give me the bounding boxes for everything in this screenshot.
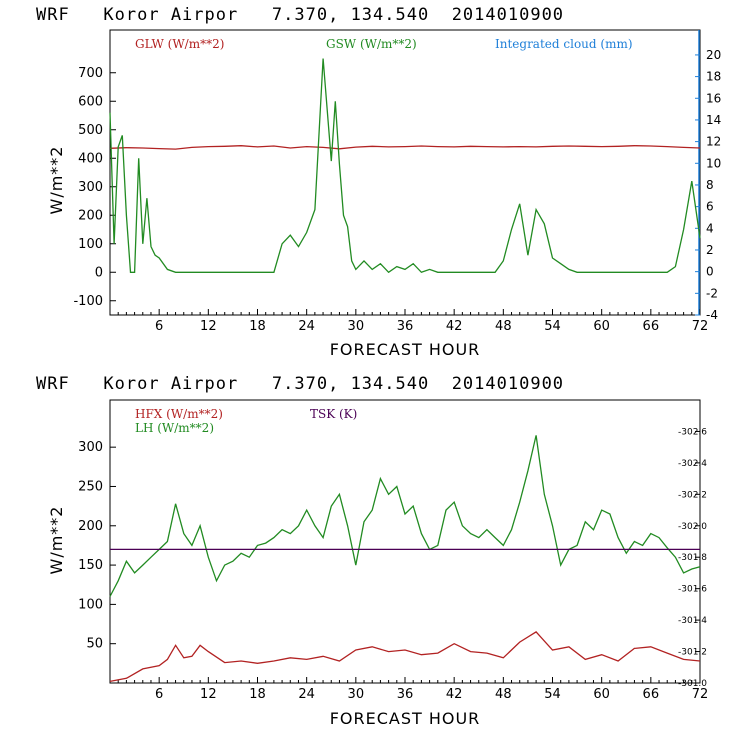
- bottom-y-tick-label: 200: [78, 519, 103, 534]
- top-series-line-0: [109, 145, 701, 150]
- bottom-x-ticks: 6 12 18 24 30 36 42 48 54 60 66 72: [117, 677, 709, 702]
- top-y-tick-label: 400: [78, 151, 103, 166]
- bottom-y-tick-label: 300: [78, 440, 103, 455]
- legend-integrated-cloud: Integrated cloud (mm): [495, 37, 633, 51]
- bottom-y2-tick-label: -301.8: [678, 553, 707, 563]
- bottom-series-line-0: [109, 631, 701, 683]
- bottom-series-lines: [109, 435, 701, 683]
- bottom-x-tick-label: 60: [593, 687, 610, 702]
- top-series-lines: [109, 58, 701, 274]
- bottom-y-tick-label: 50: [86, 637, 103, 652]
- top-y2-tick-label: 10: [706, 156, 721, 170]
- bottom-x-tick-label: 42: [446, 687, 463, 702]
- bottom-y2-tick-label: -302.2: [678, 490, 707, 500]
- bottom-y2-tick-label: -301.4: [678, 616, 707, 626]
- top-y2-tick-label: 8: [706, 178, 714, 192]
- top-x-tick-label: 66: [643, 319, 660, 334]
- top-x-tick-label: 72: [692, 319, 709, 334]
- bottom-y-tick-label: 250: [78, 479, 103, 494]
- top-y2-tick-label: 16: [706, 91, 721, 105]
- top-y-tick-label: 0: [95, 265, 103, 280]
- top-x-tick-label: 24: [298, 319, 315, 334]
- bottom-x-tick-label: 72: [692, 687, 709, 702]
- top-y2-tick-label: 6: [706, 200, 714, 214]
- top-x-tick-label: 48: [495, 319, 512, 334]
- bottom-chart-title: WRF Koror Airpor 7.370, 134.540 20140109…: [36, 374, 564, 394]
- top-y-tick-label: 200: [78, 208, 103, 223]
- bottom-x-tick-label: 54: [544, 687, 561, 702]
- bottom-series-line-1: [109, 435, 701, 597]
- top-y2-ticks: -4 -2 0 2 4 6 8 10 12 14 16 18 20: [695, 48, 721, 322]
- top-y2-tick-label: 4: [706, 221, 714, 235]
- top-x-ticks: 6 12 18 24 30 36 42 48 54 60 66 72: [117, 309, 709, 334]
- top-y-tick-label: 500: [78, 123, 103, 138]
- top-y2-tick-label: 12: [706, 135, 721, 149]
- bottom-y-tick-label: 150: [78, 558, 103, 573]
- top-y-tick-label: 600: [78, 94, 103, 109]
- bottom-x-tick-label: 66: [643, 687, 660, 702]
- top-y-tick-label: -100: [73, 294, 103, 309]
- bottom-x-tick-label: 6: [155, 687, 163, 702]
- bottom-y2-tick-label: -301.2: [678, 648, 707, 658]
- top-series-line-1: [109, 58, 701, 274]
- bottom-y2-tick-label: -301.6: [678, 585, 707, 595]
- legend-tsk: TSK (K): [310, 407, 357, 421]
- top-y2-tick-label: 2: [706, 243, 714, 257]
- top-y2-tick-label: 18: [706, 70, 721, 84]
- legend-glw: GLW (W/m**2): [135, 37, 224, 51]
- top-x-tick-label: 54: [544, 319, 561, 334]
- bottom-y2-tick-label: -302.4: [678, 459, 707, 469]
- legend-hfx: HFX (W/m**2): [135, 407, 223, 421]
- legend-lh: LH (W/m**2): [135, 421, 214, 435]
- top-chart-title: WRF Koror Airpor 7.370, 134.540 20140109…: [36, 5, 564, 25]
- bottom-y2-tick-label: -302.6: [678, 427, 707, 437]
- bottom-x-tick-label: 36: [397, 687, 414, 702]
- bottom-y-tick-label: 100: [78, 597, 103, 612]
- top-y-axis-label: W/m**2: [47, 146, 66, 215]
- top-y-tick-label: 700: [78, 66, 103, 81]
- top-y2-tick-label: 0: [706, 265, 714, 279]
- top-x-axis-label: FORECAST HOUR: [330, 340, 481, 359]
- top-y2-tick-label: 14: [706, 113, 721, 127]
- top-y2-tick-label: 20: [706, 48, 721, 62]
- top-panel: WRF Koror Airpor 7.370, 134.540 20140109…: [36, 5, 721, 359]
- top-y-tick-label: 100: [78, 237, 103, 252]
- bottom-plot-frame: [109, 399, 701, 684]
- top-x-tick-label: 42: [446, 319, 463, 334]
- top-x-tick-label: 18: [249, 319, 266, 334]
- top-y2-tick-label: -2: [706, 286, 718, 300]
- bottom-x-tick-label: 12: [200, 687, 217, 702]
- bottom-x-tick-label: 18: [249, 687, 266, 702]
- top-y-ticks: -100 0 100 200 300 400 500 600 700: [73, 66, 116, 309]
- top-x-tick-label: 60: [593, 319, 610, 334]
- bottom-x-tick-label: 48: [495, 687, 512, 702]
- top-x-tick-label: 6: [155, 319, 163, 334]
- top-x-tick-label: 12: [200, 319, 217, 334]
- top-x-tick-label: 30: [348, 319, 365, 334]
- bottom-panel: WRF Koror Airpor 7.370, 134.540 20140109…: [36, 374, 708, 728]
- top-x-tick-label: 36: [397, 319, 414, 334]
- bottom-x-tick-label: 24: [298, 687, 315, 702]
- bottom-x-tick-label: 30: [348, 687, 365, 702]
- legend-gsw: GSW (W/m**2): [326, 37, 417, 51]
- bottom-y-ticks: 50 100 150 200 250 300: [78, 440, 116, 652]
- bottom-y2-tick-label: -301.0: [678, 679, 707, 689]
- top-y2-tick-label: -4: [706, 308, 718, 322]
- bottom-y2-tick-label: -302.0: [678, 522, 707, 532]
- top-y-tick-label: 300: [78, 180, 103, 195]
- bottom-y2-ticks: -301.0 -301.2 -301.4 -301.6 -301.8 -302.0 -302…: [678, 427, 707, 689]
- bottom-x-axis-label: FORECAST HOUR: [330, 709, 481, 728]
- bottom-y-axis-label: W/m**2: [47, 506, 66, 575]
